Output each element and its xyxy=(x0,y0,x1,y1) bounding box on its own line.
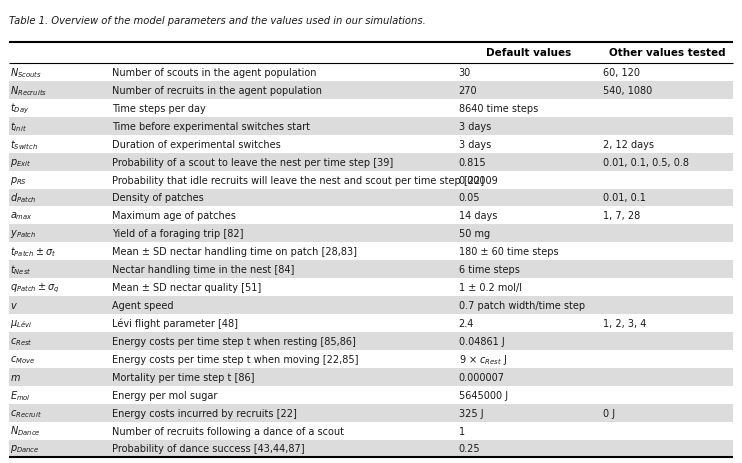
Text: Number of recruits following a dance of a scout: Number of recruits following a dance of … xyxy=(112,425,344,436)
Text: $p_{RS}$: $p_{RS}$ xyxy=(10,174,27,186)
Text: $\mu_{Lévi}$: $\mu_{Lévi}$ xyxy=(10,317,33,329)
Text: $q_{Patch} \pm \sigma_q$: $q_{Patch} \pm \sigma_q$ xyxy=(10,281,60,294)
Bar xyxy=(9,189,733,207)
Text: $t_{Day}$: $t_{Day}$ xyxy=(10,101,30,116)
Bar xyxy=(9,118,733,136)
Text: $N_{Scouts}$: $N_{Scouts}$ xyxy=(10,66,42,80)
Text: 6 time steps: 6 time steps xyxy=(459,265,519,275)
Text: Nectar handling time in the nest [84]: Nectar handling time in the nest [84] xyxy=(112,265,295,275)
Text: $N_{Recruits}$: $N_{Recruits}$ xyxy=(10,84,47,98)
Text: Probability of a scout to leave the nest per time step [39]: Probability of a scout to leave the nest… xyxy=(112,157,393,167)
Text: 325 J: 325 J xyxy=(459,408,483,418)
Text: Time steps per day: Time steps per day xyxy=(112,104,206,113)
Text: 1: 1 xyxy=(459,425,464,436)
Text: 3 days: 3 days xyxy=(459,139,490,150)
Text: Energy costs incurred by recruits [22]: Energy costs incurred by recruits [22] xyxy=(112,408,297,418)
Text: 60, 120: 60, 120 xyxy=(603,68,640,78)
Text: $t_{Switch}$: $t_{Switch}$ xyxy=(10,138,39,151)
Text: $c_{Move}$: $c_{Move}$ xyxy=(10,353,36,365)
Text: Energy costs per time step t when resting [85,86]: Energy costs per time step t when restin… xyxy=(112,336,356,346)
Bar xyxy=(9,439,733,457)
Text: Energy per mol sugar: Energy per mol sugar xyxy=(112,390,217,400)
Text: $v$: $v$ xyxy=(10,300,19,310)
Text: 0.00009: 0.00009 xyxy=(459,175,499,185)
Text: 9 × $c_{Rest}$ J: 9 × $c_{Rest}$ J xyxy=(459,352,507,366)
Bar xyxy=(9,332,733,350)
Text: 1, 7, 28: 1, 7, 28 xyxy=(603,211,640,221)
Text: 0.05: 0.05 xyxy=(459,193,480,203)
Text: 0 J: 0 J xyxy=(603,408,615,418)
Text: $c_{Recruit}$: $c_{Recruit}$ xyxy=(10,407,42,419)
Text: 0.000007: 0.000007 xyxy=(459,372,505,382)
Text: 270: 270 xyxy=(459,86,477,96)
Bar xyxy=(9,82,733,100)
Text: 0.815: 0.815 xyxy=(459,157,486,167)
Text: $a_{max}$: $a_{max}$ xyxy=(10,210,33,222)
Bar xyxy=(9,153,733,171)
Text: Yield of a foraging trip [82]: Yield of a foraging trip [82] xyxy=(112,229,243,239)
Text: 0.7 patch width/time step: 0.7 patch width/time step xyxy=(459,300,585,310)
Text: Number of recruits in the agent population: Number of recruits in the agent populati… xyxy=(112,86,322,96)
Text: Table 1. Overview of the model parameters and the values used in our simulations: Table 1. Overview of the model parameter… xyxy=(9,16,426,26)
Text: $d_{Patch}$: $d_{Patch}$ xyxy=(10,191,37,205)
Text: Default values: Default values xyxy=(486,48,571,58)
Bar xyxy=(9,225,733,243)
Text: 180 ± 60 time steps: 180 ± 60 time steps xyxy=(459,247,558,257)
Text: 3 days: 3 days xyxy=(459,121,490,131)
Bar xyxy=(9,404,733,422)
Text: 0.01, 0.1: 0.01, 0.1 xyxy=(603,193,646,203)
Text: $t_{Nest}$: $t_{Nest}$ xyxy=(10,263,32,276)
Text: 50 mg: 50 mg xyxy=(459,229,490,239)
Text: Agent speed: Agent speed xyxy=(112,300,174,310)
Text: Time before experimental switches start: Time before experimental switches start xyxy=(112,121,310,131)
Text: 0.01, 0.1, 0.5, 0.8: 0.01, 0.1, 0.5, 0.8 xyxy=(603,157,689,167)
Text: 0.25: 0.25 xyxy=(459,444,480,453)
Text: Density of patches: Density of patches xyxy=(112,193,204,203)
Text: Other values tested: Other values tested xyxy=(608,48,726,58)
Bar xyxy=(9,368,733,386)
Text: 2, 12 days: 2, 12 days xyxy=(603,139,654,150)
Text: 1 ± 0.2 mol/l: 1 ± 0.2 mol/l xyxy=(459,282,522,293)
Text: $p_{Dance}$: $p_{Dance}$ xyxy=(10,443,40,455)
Text: $t_{Patch} \pm \sigma_t$: $t_{Patch} \pm \sigma_t$ xyxy=(10,245,56,259)
Text: $t_{Init}$: $t_{Init}$ xyxy=(10,119,27,133)
Text: Probability of dance success [43,44,87]: Probability of dance success [43,44,87] xyxy=(112,444,305,453)
Text: 0.04861 J: 0.04861 J xyxy=(459,336,505,346)
Text: $E_{mol}$: $E_{mol}$ xyxy=(10,388,31,402)
Text: Number of scouts in the agent population: Number of scouts in the agent population xyxy=(112,68,317,78)
Text: Mean ± SD nectar handling time on patch [28,83]: Mean ± SD nectar handling time on patch … xyxy=(112,247,357,257)
Text: Lévi flight parameter [48]: Lévi flight parameter [48] xyxy=(112,318,238,329)
Text: $N_{Dance}$: $N_{Dance}$ xyxy=(10,424,41,438)
Text: 540, 1080: 540, 1080 xyxy=(603,86,652,96)
Text: 2.4: 2.4 xyxy=(459,318,474,328)
Text: Energy costs per time step t when moving [22,85]: Energy costs per time step t when moving… xyxy=(112,354,358,364)
Bar xyxy=(9,296,733,314)
Text: 14 days: 14 days xyxy=(459,211,497,221)
Text: 5645000 J: 5645000 J xyxy=(459,390,508,400)
Text: Duration of experimental switches: Duration of experimental switches xyxy=(112,139,280,150)
Text: $p_{Exit}$: $p_{Exit}$ xyxy=(10,156,32,168)
Text: $m$: $m$ xyxy=(10,372,22,382)
Text: 1, 2, 3, 4: 1, 2, 3, 4 xyxy=(603,318,646,328)
Text: Maximum age of patches: Maximum age of patches xyxy=(112,211,236,221)
Text: $y_{Patch}$: $y_{Patch}$ xyxy=(10,228,37,240)
Text: Probability that idle recruits will leave the nest and scout per time step [22]: Probability that idle recruits will leav… xyxy=(112,175,485,185)
Text: 8640 time steps: 8640 time steps xyxy=(459,104,538,113)
Text: 30: 30 xyxy=(459,68,471,78)
Text: $c_{Rest}$: $c_{Rest}$ xyxy=(10,335,33,347)
Bar xyxy=(9,261,733,279)
Text: Mean ± SD nectar quality [51]: Mean ± SD nectar quality [51] xyxy=(112,282,261,293)
Text: Mortality per time step t [86]: Mortality per time step t [86] xyxy=(112,372,255,382)
